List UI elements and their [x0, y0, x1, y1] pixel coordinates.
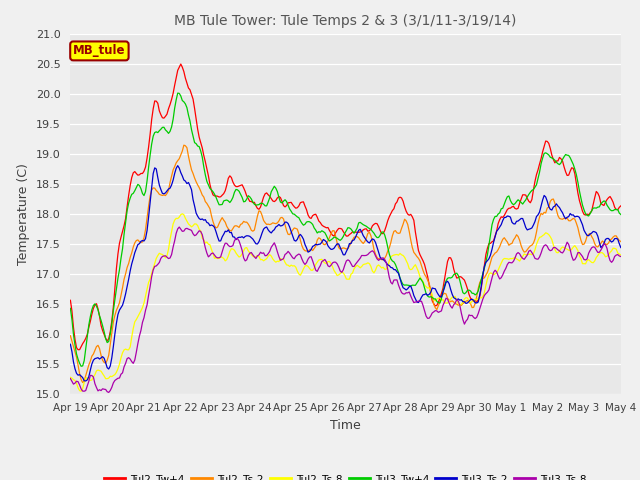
Y-axis label: Temperature (C): Temperature (C): [17, 163, 30, 264]
Title: MB Tule Tower: Tule Temps 2 & 3 (3/1/11-3/19/14): MB Tule Tower: Tule Temps 2 & 3 (3/1/11-…: [175, 14, 516, 28]
Text: MB_tule: MB_tule: [73, 44, 125, 58]
Legend: Tul2_Tw+4, Tul2_Ts-2, Tul2_Ts-8, Tul3_Tw+4, Tul3_Ts-2, Tul3_Ts-8: Tul2_Tw+4, Tul2_Ts-2, Tul2_Ts-8, Tul3_Tw…: [100, 470, 591, 480]
X-axis label: Time: Time: [330, 419, 361, 432]
